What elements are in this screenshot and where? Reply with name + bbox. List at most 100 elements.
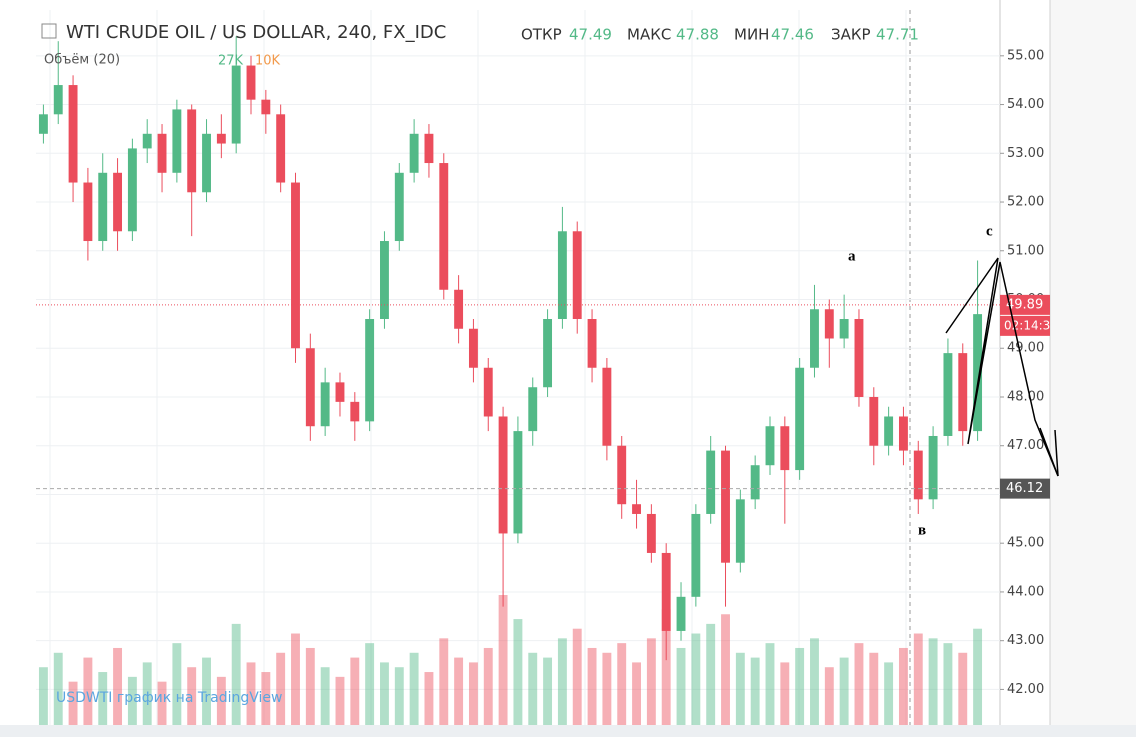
last-price-box — [1000, 294, 1050, 315]
candle-body — [216, 133, 226, 144]
volume-bar — [498, 595, 508, 725]
y-tick-label: 42.00 — [1007, 682, 1044, 697]
volume-bar — [543, 657, 553, 725]
candle-body — [543, 319, 553, 388]
ohlc-label: ЗАКР — [831, 26, 871, 44]
volume-bar — [113, 647, 123, 725]
volume-bar — [557, 638, 567, 725]
candle-body — [276, 114, 286, 183]
volume-bar — [795, 647, 805, 725]
volume-bar — [587, 647, 597, 725]
ohlc-value: 47.88 — [676, 26, 719, 44]
volume-bar — [765, 643, 775, 725]
volume-bar — [661, 609, 671, 725]
ohlc-value: 47.49 — [569, 26, 612, 44]
volume-bar — [898, 647, 908, 725]
ohlc-label: МИН — [734, 26, 769, 44]
candle-body — [261, 99, 271, 115]
volume-value: 10K — [255, 54, 281, 69]
icon — [41, 23, 57, 39]
y-tick-label: 47.00 — [1007, 438, 1044, 453]
arrow — [1039, 427, 1059, 477]
candle-body — [246, 65, 256, 100]
annotation: c — [986, 223, 993, 239]
candle-body — [661, 552, 671, 631]
volume-bar — [602, 652, 612, 725]
volume-bar — [884, 662, 894, 725]
candle-body — [365, 319, 375, 422]
candle-body — [320, 382, 330, 427]
candle-body — [127, 148, 137, 232]
volume-bar — [780, 662, 790, 725]
candle-body — [795, 367, 805, 471]
volume-bar — [291, 633, 300, 725]
candle-body — [231, 65, 241, 144]
volume-bar — [483, 647, 493, 725]
y-tick-label: 52.00 — [1007, 195, 1044, 210]
ohlc-value: 47.46 — [771, 26, 814, 44]
candle-body — [646, 513, 656, 553]
volume-bar — [53, 652, 63, 725]
annotation: a — [848, 248, 856, 264]
volume-bar — [409, 652, 419, 725]
last-price-label: 49.89 — [1006, 297, 1043, 312]
volume-bar — [528, 652, 538, 725]
candle-body — [380, 241, 389, 320]
volume-bar — [735, 652, 745, 725]
y-tick-label: 44.00 — [1007, 584, 1044, 599]
volume-bar — [572, 628, 582, 725]
candle-body — [854, 319, 864, 397]
volume-bar — [187, 667, 197, 725]
side-panel — [1050, 0, 1136, 737]
candle-body — [721, 450, 730, 563]
volume-bar — [676, 647, 686, 725]
ref-price-label: 46.12 — [1006, 481, 1043, 496]
volume-bar — [691, 633, 701, 725]
candle-body — [706, 450, 716, 514]
candle-body — [468, 328, 478, 368]
candle-body — [602, 367, 612, 446]
y-tick-label: 48.00 — [1007, 389, 1044, 404]
candle-body — [38, 114, 48, 134]
annotation: в — [918, 522, 926, 538]
drawing — [945, 257, 1059, 477]
candle-body — [98, 172, 108, 242]
volume-bar — [913, 633, 923, 725]
volume-value: 27K — [218, 54, 244, 69]
candle-body — [350, 401, 360, 422]
volume-bar — [68, 681, 78, 725]
candle-body — [202, 133, 211, 193]
volume-bar — [706, 623, 716, 725]
volume-bar — [335, 676, 345, 725]
volume-bar — [468, 662, 478, 725]
candle-body — [632, 504, 641, 514]
candle-body — [810, 309, 819, 368]
candle-body — [335, 382, 345, 402]
volume-bar — [172, 643, 182, 725]
volume-bar — [305, 647, 315, 725]
volume-bar — [439, 638, 449, 725]
candle-body — [617, 445, 627, 505]
arrow — [1054, 429, 1059, 477]
candle-body — [750, 465, 760, 500]
candle-body — [691, 513, 701, 597]
volume-bar — [98, 672, 108, 725]
volume-bar — [750, 657, 760, 725]
candle-body — [483, 367, 493, 417]
volume-bar — [202, 657, 211, 725]
candle-body — [157, 133, 167, 173]
candle-body — [572, 231, 582, 320]
ref-price-box — [1000, 478, 1050, 499]
y-tick-label: 55.00 — [1007, 48, 1044, 63]
candle-body — [498, 416, 508, 534]
volume-bar — [380, 662, 389, 725]
candle-body — [172, 109, 182, 173]
candle-body — [587, 319, 597, 368]
candle-body — [528, 387, 538, 432]
ohlc-label: ОТКР — [521, 26, 562, 44]
candle-body — [53, 85, 63, 115]
candle-body — [839, 319, 849, 339]
y-tick-label: 51.00 — [1007, 243, 1044, 258]
